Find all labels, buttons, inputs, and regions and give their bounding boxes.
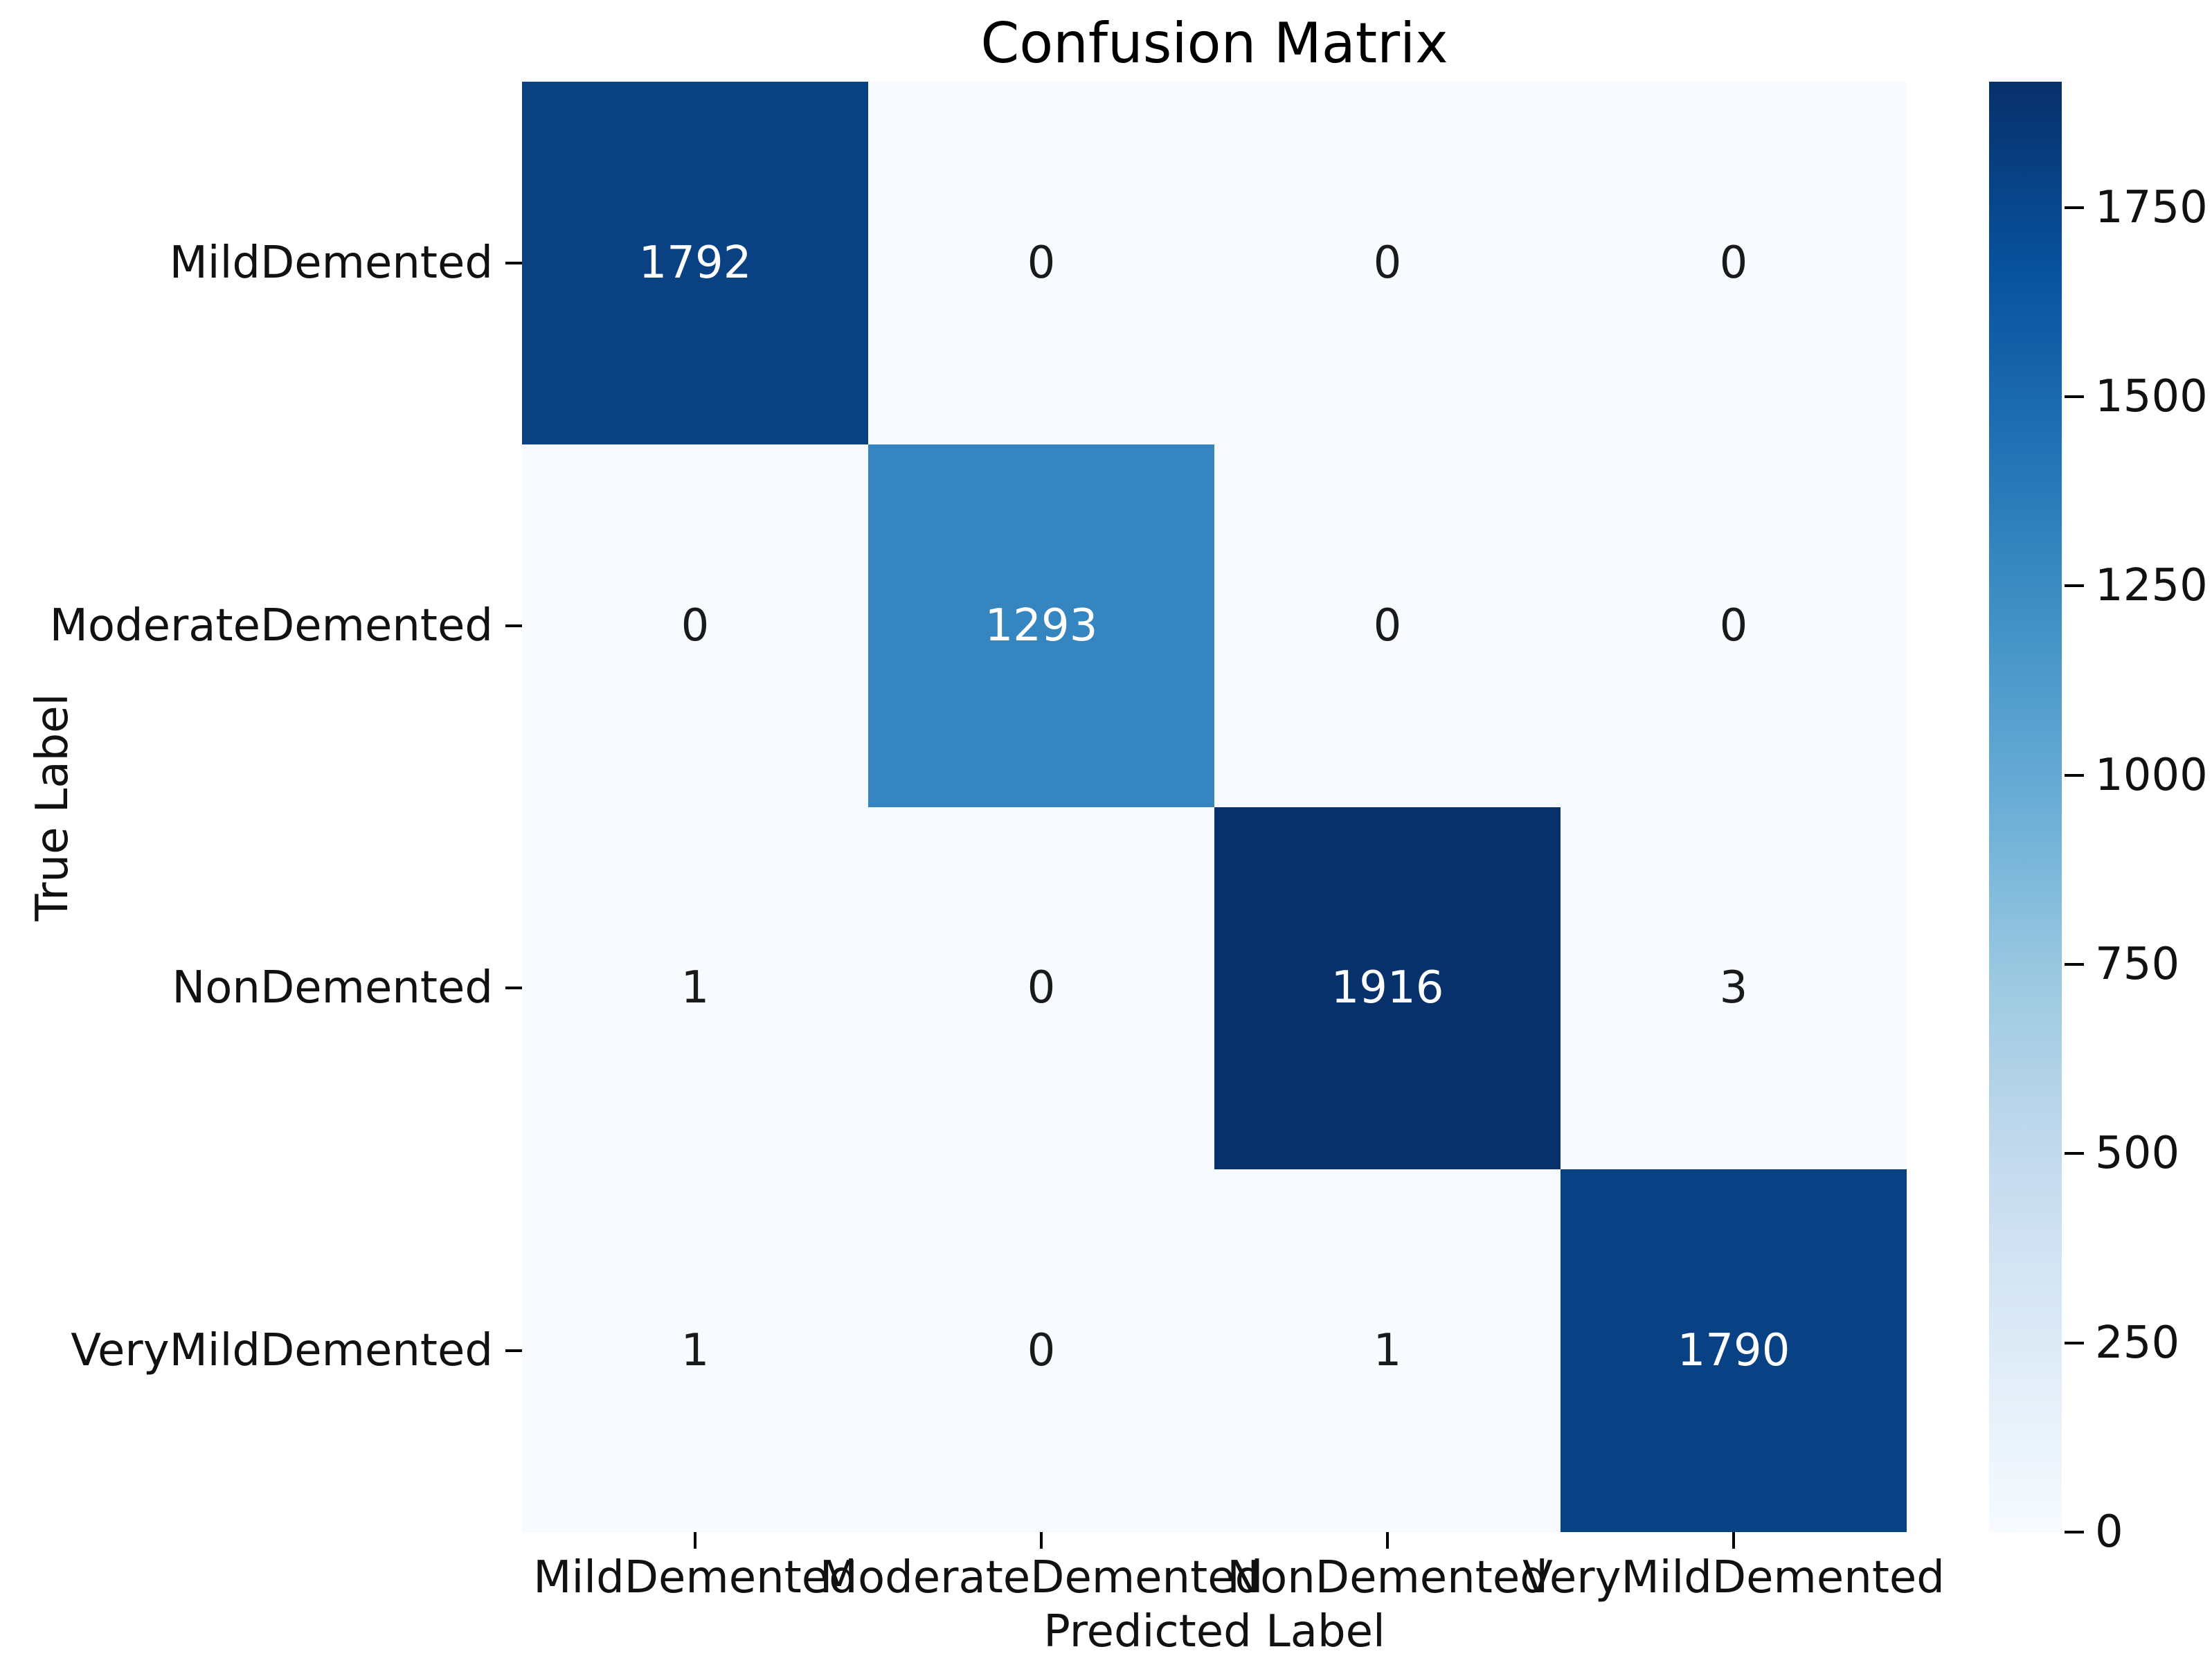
cell-value: 0 [1027,1325,1056,1377]
cell-value: 0 [1027,237,1056,289]
cell-value: 0 [1719,237,1748,289]
cell-value: 0 [681,600,710,651]
y-axis-label: True Label [27,693,78,921]
y-tick-mark [505,624,522,627]
colorbar-tick-label: 1500 [2095,370,2208,422]
heatmap-cell-r1-c2: 0 [1214,444,1561,807]
heatmap-cell-r3-c3: 1790 [1561,1169,1907,1532]
x-tick-label: ModerateDemented [819,1552,1264,1603]
x-tick-mark [1040,1532,1043,1549]
colorbar-tick-mark [2065,206,2084,209]
colorbar-tick-mark [2065,1341,2084,1344]
colorbar-tick-mark [2065,395,2084,398]
x-tick-mark [1386,1532,1389,1549]
y-tick-label: ModerateDemented [49,600,493,651]
cell-value: 0 [1373,237,1402,289]
cell-value: 1916 [1331,962,1444,1014]
colorbar-tick-mark [2065,962,2084,966]
y-tick-label: MildDemented [169,237,493,289]
colorbar-tick-mark [2065,584,2084,588]
colorbar-tick-label: 250 [2095,1317,2180,1369]
x-axis-label: Predicted Label [1043,1606,1385,1657]
cell-value: 1 [681,1325,710,1377]
heatmap-cell-r2-c3: 3 [1561,807,1907,1170]
y-tick-mark [505,987,522,990]
heatmap-cell-r2-c0: 1 [522,807,868,1170]
x-tick-mark [1732,1532,1735,1549]
x-tick-label: VeryMildDemented [1522,1552,1945,1603]
colorbar-tick-label: 0 [2095,1506,2123,1558]
chart-title: Confusion Matrix [980,11,1448,75]
y-tick-mark [505,261,522,264]
heatmap-cell-r0-c1: 0 [868,82,1214,444]
heatmap-cell-r1-c1: 1293 [868,444,1214,807]
heatmap-grid: 1792 0 0 0 0 1293 0 0 1 0 1916 3 1 0 1 1790 [522,82,1907,1532]
cell-value: 1293 [984,600,1098,651]
cell-value: 1 [1373,1325,1402,1377]
heatmap-cell-r3-c2: 1 [1214,1169,1561,1532]
heatmap-cell-r1-c0: 0 [522,444,868,807]
colorbar-tick-label: 1750 [2095,181,2208,233]
heatmap-cell-r0-c2: 0 [1214,82,1561,444]
colorbar-tick-label: 1250 [2095,560,2208,612]
x-tick-label: NonDemented [1227,1552,1548,1603]
heatmap-cell-r1-c3: 0 [1561,444,1907,807]
cell-value: 1 [681,962,710,1014]
cell-value: 0 [1027,962,1056,1014]
y-tick-label: VeryMildDemented [71,1325,493,1377]
colorbar-tick-mark [2065,1152,2084,1155]
cell-value: 1792 [638,237,752,289]
x-tick-mark [694,1532,696,1549]
cell-value: 3 [1719,962,1748,1014]
heatmap-cell-r3-c0: 1 [522,1169,868,1532]
colorbar-tick-mark [2065,1531,2084,1533]
heatmap-cell-r0-c3: 0 [1561,82,1907,444]
cell-value: 0 [1373,600,1402,651]
heatmap-cell-r2-c2: 1916 [1214,807,1561,1170]
cell-value: 0 [1719,600,1748,651]
x-tick-label: MildDemented [533,1552,857,1603]
cell-value: 1790 [1677,1325,1790,1377]
colorbar-tick-label: 500 [2095,1128,2180,1180]
colorbar-tick-label: 1000 [2095,749,2208,801]
colorbar-tick-label: 750 [2095,938,2180,990]
y-tick-label: NonDemented [172,962,493,1014]
colorbar [1989,82,2062,1532]
colorbar-tick-mark [2065,773,2084,777]
heatmap-cell-r0-c0: 1792 [522,82,868,444]
heatmap-cell-r3-c1: 0 [868,1169,1214,1532]
heatmap-cell-r2-c1: 0 [868,807,1214,1170]
y-tick-mark [505,1349,522,1353]
